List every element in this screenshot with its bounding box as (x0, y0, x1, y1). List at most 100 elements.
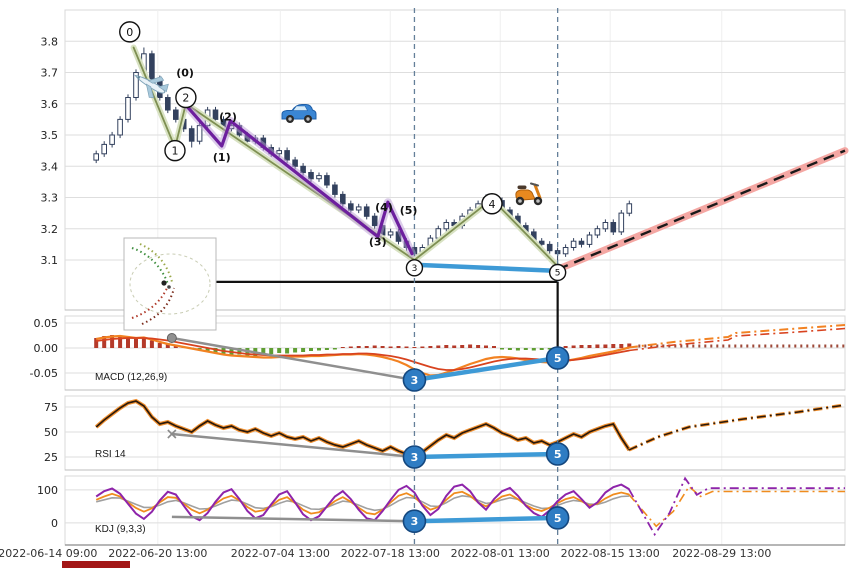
wave-line-primary (132, 46, 559, 268)
macd-hist-bar (436, 345, 441, 348)
price-ytick-label: 3.8 (41, 35, 59, 48)
macd-hist-bar (523, 348, 528, 350)
subwave-label: (2) (219, 110, 237, 123)
macd-hist-bar (484, 345, 488, 348)
price-ytick-label: 3.1 (41, 254, 59, 267)
rsi-line (95, 400, 631, 457)
kdj-panel-label: KDJ (9,3,3) (95, 524, 146, 535)
wave-marker-4[interactable]: 4 (481, 193, 503, 215)
macd-hist-bar (205, 348, 210, 351)
car-icon (281, 104, 317, 123)
panel-marker-label: 3 (411, 374, 419, 387)
candle-body (188, 128, 195, 142)
macd-hist-bar (603, 344, 608, 348)
macd-hist-bar (157, 343, 162, 348)
panel-marker-3-kdj[interactable]: 3 (402, 509, 427, 534)
kdj-ytick-label: 100 (37, 484, 58, 497)
window-fragment (62, 561, 130, 568)
candle-body (348, 203, 354, 211)
panel-marker-label: 5 (554, 352, 562, 365)
candle-body (133, 72, 139, 98)
macd-hist-bar (539, 348, 544, 350)
candle-body (149, 53, 155, 80)
macd-hist-bar (380, 346, 385, 348)
macd-hist-bar (301, 348, 306, 352)
macd-hist-bar (420, 346, 425, 348)
forecast-line (557, 149, 846, 271)
subwave-label: (3) (369, 235, 387, 248)
panel-marker-3-macd[interactable]: 3 (402, 368, 427, 392)
macd-hist-bar (118, 335, 123, 348)
wave-marker-0[interactable]: 0 (119, 21, 141, 43)
wave-marker-3[interactable]: 3 (405, 259, 424, 277)
wave-marker-1[interactable]: 1 (164, 139, 186, 162)
x-tick-label: 2022-06-14 09:00 (0, 547, 97, 560)
rsi-panel-label: RSI 14 (95, 449, 126, 460)
macd-hist-bar (317, 348, 321, 351)
rsi-trend-gray (171, 432, 415, 459)
candle-body (101, 143, 108, 155)
rsi-ytick-label: 50 (44, 426, 58, 439)
macd-hist-bar (293, 348, 298, 353)
candle-body (570, 240, 577, 248)
subwave-label: (5) (400, 204, 418, 217)
macd-hist-bar (579, 345, 584, 348)
price-ytick-label: 3.6 (41, 98, 59, 111)
macd-ytick-label: 0.05 (34, 317, 59, 330)
macd-hist-bar (452, 345, 457, 348)
macd-hist-bar (285, 348, 290, 354)
candle-body (93, 153, 100, 161)
macd-trend-gray (171, 336, 415, 382)
wave-marker-label: 4 (488, 198, 495, 211)
candle-body (586, 234, 593, 245)
panel-marker-5-macd[interactable]: 5 (545, 346, 570, 370)
kdj-k-projection (628, 485, 845, 528)
macd-hist-bar (500, 348, 504, 350)
macd-hist-bar (492, 346, 496, 348)
candle-body (324, 175, 330, 186)
macd-hist-bar (277, 348, 282, 353)
candle-body (546, 243, 553, 252)
wave-marker-5[interactable]: 5 (548, 263, 567, 282)
macd-hist-bar (261, 348, 266, 355)
macd-panel-label: MACD (12,26,9) (95, 372, 168, 383)
macd-hist-bar (468, 344, 473, 348)
rsi-trend-x-marker (167, 429, 177, 439)
rsi-projection (628, 404, 846, 451)
macd-dif-projection (628, 324, 846, 349)
rsi-ytick-label: 25 (44, 451, 58, 464)
wave-marker-2[interactable]: 2 (175, 86, 197, 109)
candle-body (332, 184, 338, 195)
panel-marker-5-kdj[interactable]: 5 (545, 506, 570, 530)
macd-hist-bar (324, 348, 329, 350)
wave-line-secondary (185, 105, 414, 256)
candle-body (173, 109, 179, 120)
candle-body (363, 206, 370, 217)
macd-hist-bar (309, 348, 313, 351)
macd-hist-bar (134, 339, 138, 348)
candle-body (562, 247, 569, 255)
macd-hist-bar (348, 346, 353, 348)
candle-body (165, 97, 171, 111)
macd-trend-dot (166, 333, 177, 343)
macd-hist-bar (595, 344, 600, 348)
macd-hist-bar (460, 345, 465, 348)
macd-link-3-5 (412, 355, 560, 383)
panel-marker-label: 3 (411, 451, 419, 464)
panel-marker-5-rsi[interactable]: 5 (545, 442, 570, 466)
macd-hist-bar (507, 348, 512, 350)
panel-marker-label: 5 (554, 448, 562, 461)
macd-hist-bar (476, 345, 481, 348)
candle-body (308, 172, 314, 180)
candle-body (212, 109, 219, 120)
macd-hist-bar (444, 345, 449, 348)
price-ytick-label: 3.7 (41, 67, 59, 80)
macd-hist-bar (428, 346, 433, 348)
candle-body (117, 118, 123, 136)
x-tick-label: 2022-08-29 13:00 (672, 547, 771, 560)
panel-marker-3-rsi[interactable]: 3 (402, 445, 427, 469)
macd-dea-projection (628, 327, 846, 352)
macd-ytick-label: 0.00 (34, 342, 59, 355)
